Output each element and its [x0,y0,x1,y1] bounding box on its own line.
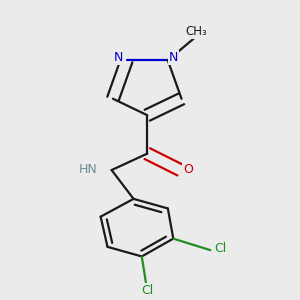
Text: N: N [169,51,178,64]
Text: CH₃: CH₃ [186,25,208,38]
Text: N: N [114,51,123,64]
Text: O: O [184,163,193,176]
Text: HN: HN [79,163,98,176]
Text: Cl: Cl [141,284,154,297]
Text: Cl: Cl [214,242,227,255]
